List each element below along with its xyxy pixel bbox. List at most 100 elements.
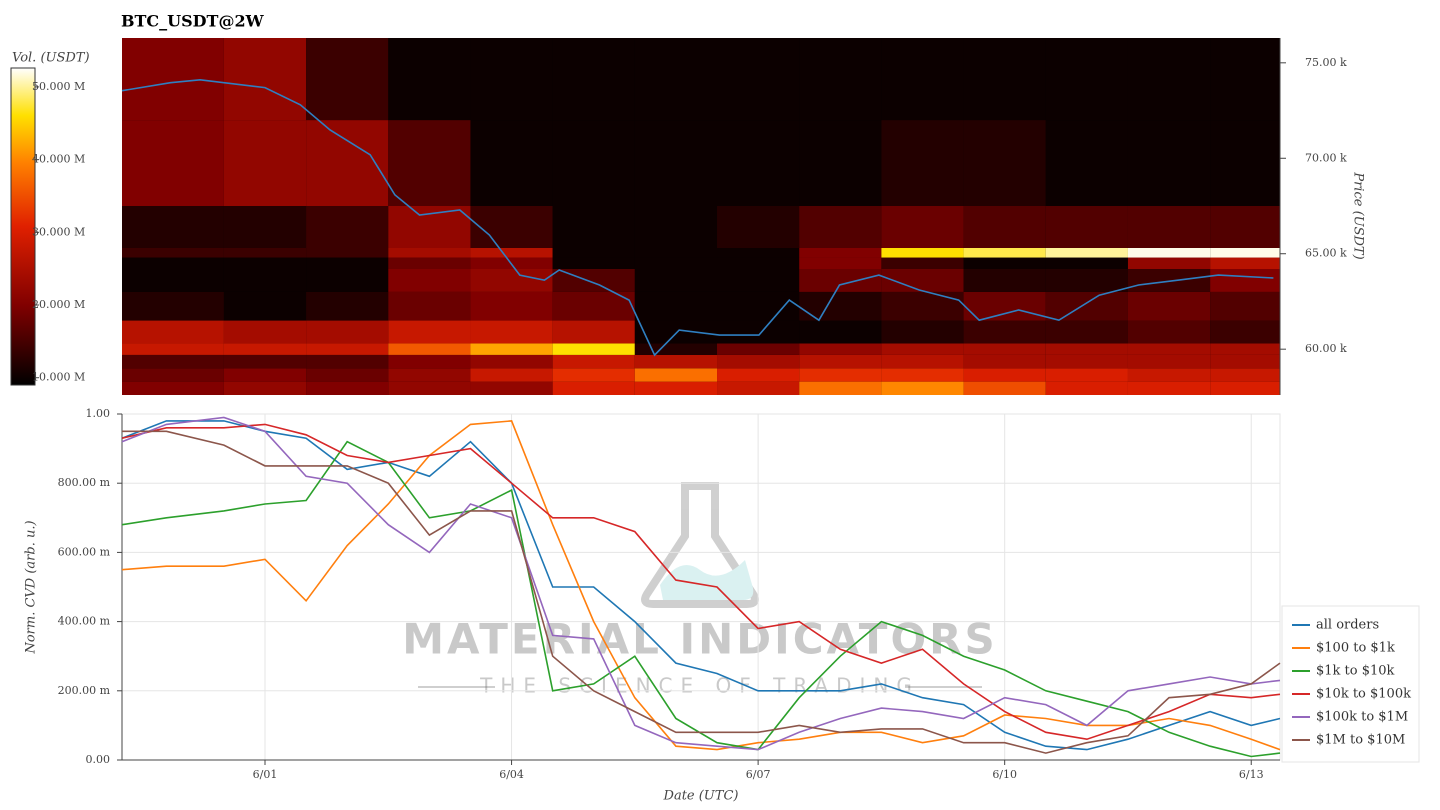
heatmap-cell <box>634 368 718 382</box>
heatmap-cell <box>799 120 882 206</box>
heatmap-cell <box>388 354 471 369</box>
heatmap-cell <box>963 257 1046 269</box>
heatmap-cell <box>881 38 964 121</box>
heatmap-cell <box>552 381 635 395</box>
y-tick-label: 400.00 m <box>58 615 111 628</box>
y-tick-label: 65.00 k <box>1305 247 1347 260</box>
heatmap-cell <box>122 269 224 292</box>
heatmap-cell <box>717 120 800 206</box>
heatmap-cell <box>552 320 635 344</box>
heatmap-cell <box>881 320 964 344</box>
heatmap-cell <box>717 381 800 395</box>
chart-title: BTC_USDT@2W <box>121 12 265 31</box>
heatmap-cell <box>1127 291 1211 321</box>
heatmap-cell <box>306 354 389 369</box>
heatmap-cell <box>1127 269 1211 292</box>
heatmap-cell <box>881 381 964 395</box>
heatmap-cell <box>470 269 553 292</box>
heatmap-cell <box>717 343 800 355</box>
heatmap-cell <box>552 343 635 355</box>
heatmap-cell <box>799 343 882 355</box>
heatmap-cell <box>470 354 553 369</box>
heatmap-cell <box>1210 248 1280 258</box>
series-line <box>121 423 1281 741</box>
y-axis-label: Norm. CVD (arb. u.) <box>24 520 39 654</box>
heatmap-cell <box>1210 381 1280 395</box>
legend-label: $100 to $1k <box>1316 641 1395 656</box>
y-tick-label: 0.00 <box>86 753 111 766</box>
watermark <box>418 482 982 688</box>
heatmap-cell <box>223 269 307 292</box>
heatmap-cell <box>122 206 224 248</box>
heatmap-cell <box>306 368 389 382</box>
heatmap-cell <box>306 38 389 121</box>
heatmap-cell <box>1045 381 1128 395</box>
heatmap-cell <box>388 320 471 344</box>
heatmap-cell <box>799 248 882 258</box>
heatmap-cell <box>122 120 224 206</box>
heatmap-cell <box>470 368 553 382</box>
heatmap-cell <box>1210 320 1280 344</box>
heatmap-cell <box>388 248 471 258</box>
heatmap-cell <box>634 320 718 344</box>
heatmap-cell <box>122 343 224 355</box>
heatmap-cell <box>1127 120 1211 206</box>
heatmap-cell <box>1127 38 1211 121</box>
heatmap-cell <box>634 381 718 395</box>
legend-label: $1k to $10k <box>1316 664 1395 679</box>
heatmap-cell <box>799 257 882 269</box>
series-line <box>121 416 1281 751</box>
heatmap-cell <box>881 257 964 269</box>
x-axis-label: Date (UTC) <box>663 789 739 804</box>
heatmap-cell <box>1127 320 1211 344</box>
heatmap-cell <box>881 368 964 382</box>
heatmap-cell <box>881 354 964 369</box>
heatmap-cell <box>388 269 471 292</box>
heatmap-cell <box>223 343 307 355</box>
heatmap-cell <box>1045 38 1128 121</box>
heatmap-cell <box>717 257 800 269</box>
heatmap-cell <box>799 291 882 321</box>
heatmap-cell <box>881 269 964 292</box>
legend-label: all orders <box>1316 618 1379 633</box>
heatmap-cell <box>1045 206 1128 248</box>
heatmap-cell <box>634 120 718 206</box>
heatmap-cell <box>388 343 471 355</box>
heatmap-cell <box>470 38 553 121</box>
heatmap-cell <box>717 291 800 321</box>
legend-label: $10k to $100k <box>1316 687 1411 702</box>
y-tick-label: 75.00 k <box>1305 56 1347 69</box>
heatmap-cell <box>223 257 307 269</box>
heatmap-cell <box>306 257 389 269</box>
colorbar-label: Vol. (USDT) <box>12 51 90 66</box>
x-tick-label: 6/13 <box>1239 768 1264 781</box>
heatmap-cell <box>963 381 1046 395</box>
x-tick-label: 6/07 <box>746 768 771 781</box>
heatmap-cell <box>717 354 800 369</box>
heatmap-cell <box>223 381 307 395</box>
heatmap-cell <box>223 320 307 344</box>
watermark-text: MATERIAL INDICATORS <box>402 615 998 664</box>
heatmap-cell <box>881 343 964 355</box>
heatmap-cell <box>799 368 882 382</box>
heatmap-cell <box>470 291 553 321</box>
heatmap-cell <box>881 206 964 248</box>
heatmap-cell <box>1210 257 1280 269</box>
heatmap-cell <box>552 368 635 382</box>
heatmap-cell <box>881 248 964 258</box>
heatmap-cell <box>1210 206 1280 248</box>
heatmap-cell <box>1210 343 1280 355</box>
heatmap-cell <box>1210 291 1280 321</box>
heatmap-cell <box>388 291 471 321</box>
heatmap-cell <box>552 38 635 121</box>
heatmap-cell <box>1127 257 1211 269</box>
series-line <box>122 430 1281 754</box>
heatmap-cell <box>306 343 389 355</box>
legend-label: $100k to $1M <box>1316 710 1408 725</box>
heatmap-cell <box>634 257 718 269</box>
heatmap-cell <box>1045 269 1128 292</box>
y-tick-label: 800.00 m <box>58 476 111 489</box>
heatmap-cell <box>799 354 882 369</box>
heatmap-cell <box>552 120 635 206</box>
heatmap-cell <box>470 248 553 258</box>
